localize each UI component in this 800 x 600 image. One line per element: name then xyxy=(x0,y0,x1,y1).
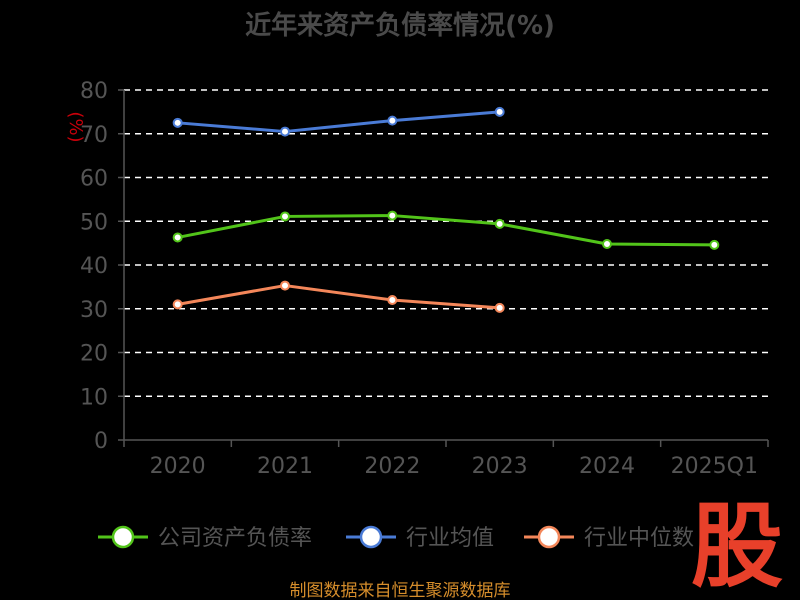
y-tick-label: 20 xyxy=(80,342,108,367)
data-point xyxy=(172,117,183,128)
y-tick-label: 80 xyxy=(80,79,108,104)
y-tick-label: 50 xyxy=(80,210,108,235)
data-point xyxy=(387,210,398,221)
data-point xyxy=(280,126,290,137)
series-line xyxy=(177,110,500,134)
data-source-footer: 制图数据来自恒生聚源数据库 xyxy=(290,581,511,600)
y-tick-label: 10 xyxy=(80,385,108,410)
data-point xyxy=(494,218,505,229)
x-tick-label: 2020 xyxy=(150,454,206,479)
data-point xyxy=(280,211,290,222)
series-line xyxy=(177,214,715,247)
series-line xyxy=(177,284,500,310)
data-point xyxy=(280,280,290,291)
x-tick-label: 2022 xyxy=(364,454,420,479)
x-tick-label: 2024 xyxy=(579,454,635,479)
gridlines xyxy=(124,89,768,398)
data-point xyxy=(494,106,505,117)
chart-title: 近年来资产负债率情况(%) xyxy=(245,10,555,41)
data-point xyxy=(709,239,720,250)
legend-label: 公司资产负债率 xyxy=(158,526,312,551)
y-axis-label: (%) xyxy=(65,111,86,142)
series-layer xyxy=(172,106,720,313)
x-tick-label: 2025Q1 xyxy=(671,454,758,479)
legend-marker xyxy=(537,525,561,549)
y-tick-label: 60 xyxy=(80,167,108,192)
x-tick-label: 2023 xyxy=(472,454,528,479)
data-point xyxy=(172,299,183,310)
y-tick-label: 0 xyxy=(94,429,108,454)
data-point xyxy=(494,302,505,313)
data-point xyxy=(602,239,612,249)
y-tick-label: 40 xyxy=(80,254,108,279)
x-tick-label: 2021 xyxy=(257,454,313,479)
data-point xyxy=(172,232,183,243)
watermark-stamp: 股 xyxy=(691,493,783,600)
legend-marker xyxy=(359,525,383,549)
y-tick-label: 70 xyxy=(80,123,108,148)
data-point xyxy=(387,295,398,305)
legend: 公司资产负债率 行业均值 行业中位数 xyxy=(98,525,694,551)
data-point xyxy=(387,115,398,126)
legend-label: 行业均值 xyxy=(406,526,494,551)
legend-label: 行业中位数 xyxy=(584,526,694,551)
y-tick-label: 30 xyxy=(80,298,108,323)
axes: 0 10 20 30 40 50 60 70 80 2020 2021 2022 2023 2024 202… xyxy=(80,79,769,479)
legend-marker xyxy=(111,525,135,549)
